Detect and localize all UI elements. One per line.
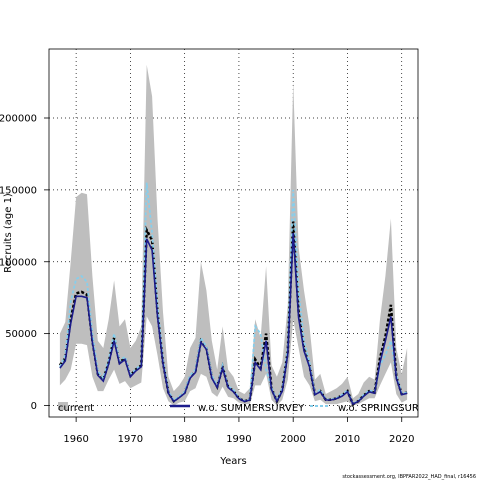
legend-label-springsurvey: w.o. SPRINGSURVEY: [338, 403, 438, 414]
x-tick-label: 2010: [335, 434, 360, 445]
data-layer: [58, 64, 408, 406]
x-tick-label: 1980: [172, 434, 197, 445]
x-axis-title: Years: [219, 456, 246, 467]
legend-swatch-band: [58, 402, 68, 410]
y-tick-label: 150000: [0, 185, 37, 196]
x-tick-label: 2020: [389, 434, 414, 445]
x-tick-label: 1990: [226, 434, 251, 445]
legend-label-summersurvey: w.o. SUMMERSURVEY: [198, 403, 305, 414]
y-tick-label: 200000: [0, 114, 37, 125]
y-tick-label: 100000: [0, 257, 37, 268]
plot-frame: [48, 48, 419, 418]
x-tick-label: 1960: [63, 434, 88, 445]
grid: [49, 49, 418, 417]
y-tick-label: 50000: [5, 329, 37, 340]
x-tick-label: 1970: [118, 434, 143, 445]
y-tick-label: 0: [31, 401, 37, 412]
legend: current w.o. SUMMERSURVEY w.o. SPRINGSUR…: [58, 402, 438, 414]
confidence-band-current: [59, 64, 408, 406]
credit-text: stockassessment.org, IBPFAR2022_HAD_fina…: [342, 474, 476, 480]
legend-label-current: current: [58, 403, 94, 414]
x-tick-label: 2000: [280, 434, 305, 445]
y-axis-title: Recruits (age 1): [3, 193, 14, 273]
series-line-summersurvey: [59, 232, 408, 406]
series-line-springsurvey: [59, 182, 408, 406]
axis-ticks: 1960 1970 1980 1990 2000 2010 2020 0 50000 100000…: [0, 114, 414, 446]
